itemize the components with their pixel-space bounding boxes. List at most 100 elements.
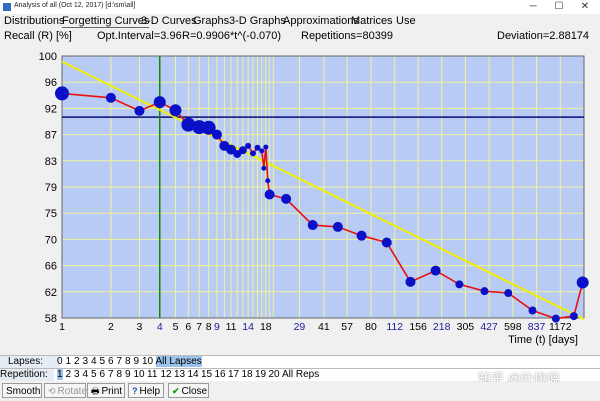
data-point	[480, 287, 489, 296]
repetition-bar: Repetition: 1 2 3 4 5 6 7 8 9 10 11 12 13 14 15 16 17 18 1…	[0, 368, 600, 381]
data-point	[430, 265, 441, 276]
help-icon: ?	[132, 386, 138, 396]
repetition-option[interactable]: 17	[228, 369, 240, 380]
x-tick-label: 6	[185, 321, 191, 333]
opt-interval-text: Opt.Interval=3.96	[97, 30, 182, 42]
repetition-option[interactable]: 10	[133, 369, 145, 380]
data-point	[504, 289, 513, 298]
x-axis-title: Time (t) [days]	[508, 334, 578, 346]
lapses-option[interactable]: 2	[74, 356, 80, 367]
lapses-option[interactable]: All Lapses	[155, 356, 202, 367]
menu-3d-curves[interactable]: 3-D Curves	[141, 15, 197, 27]
repetition-label: Repetition:	[0, 369, 54, 381]
print-button[interactable]: 🖶 Print	[87, 383, 125, 398]
repetition-option[interactable]: 8	[116, 369, 123, 380]
check-icon: ✔	[172, 386, 180, 396]
title-bar: Analysis of all (Oct 12, 2017) [d:\sm\al…	[0, 0, 600, 15]
repetition-option[interactable]: 2	[65, 369, 72, 380]
repetition-option[interactable]: 18	[241, 369, 253, 380]
x-tick-label: 305	[457, 321, 475, 333]
repetition-option[interactable]: 4	[82, 369, 89, 380]
lapses-option[interactable]: 5	[99, 356, 106, 367]
data-point	[551, 314, 560, 323]
data-point	[169, 104, 182, 117]
y-tick-label: 96	[45, 77, 57, 89]
close-button[interactable]: ✔ Close	[168, 383, 209, 398]
data-point	[455, 280, 464, 289]
repetition-option[interactable]: 19	[255, 369, 267, 380]
menu-distributions[interactable]: Distributions	[4, 15, 65, 27]
x-tick-label: 7	[196, 321, 202, 333]
maximize-button[interactable]: ☐	[554, 1, 564, 12]
x-tick-label: 2	[108, 321, 114, 333]
data-point	[181, 117, 196, 132]
lapses-option[interactable]: 4	[91, 356, 97, 367]
deviation-text: Deviation=2.88174	[497, 30, 590, 42]
menu-approximations[interactable]: Approximations	[283, 15, 359, 27]
y-tick-label: 62	[45, 287, 57, 299]
repetition-option[interactable]: 9	[125, 369, 131, 380]
x-tick-label: 57	[341, 321, 353, 333]
data-point	[201, 120, 216, 135]
x-tick-label: 18	[260, 321, 272, 333]
chart-svg[interactable]: 100 96 92 87 83 79 75 70 66 62 581 2 3 4 5 6 7 8 9 11 14 18 29…	[0, 45, 600, 355]
repetition-option[interactable]: 15	[201, 369, 213, 380]
plot-border	[61, 55, 585, 319]
data-point	[134, 105, 145, 116]
y-tick-label: 83	[45, 156, 57, 168]
lapses-option[interactable]: 6	[108, 356, 114, 367]
y-tick-label: 92	[45, 103, 57, 115]
forgetting-curve-chart[interactable]: 100 96 92 87 83 79 75 70 66 62 58 1 2 3 4 5 6 7 8 9 11 14 18 29…	[0, 45, 600, 355]
repetition-option[interactable]: 13	[174, 369, 186, 380]
y-tick-label: 75	[45, 208, 57, 220]
y-tick-label: 100	[39, 51, 57, 63]
menu-matrices[interactable]: Matrices	[351, 15, 393, 27]
data-point	[356, 230, 367, 241]
repetition-option[interactable]: 16	[214, 369, 226, 380]
menu-graphs[interactable]: Graphs	[193, 15, 230, 27]
rotate-icon: ⟲	[48, 386, 56, 396]
repetition-option[interactable]: 3	[74, 369, 80, 380]
x-tick-label: 41	[318, 321, 330, 333]
repetition-option[interactable]: 7	[108, 369, 114, 380]
lapses-option[interactable]: 1	[65, 356, 72, 367]
x-tick-label: 11	[226, 321, 237, 333]
y-tick-label: 79	[45, 182, 57, 194]
smooth-button[interactable]: Smooth	[2, 383, 42, 398]
lapses-option[interactable]: 10	[142, 356, 154, 367]
rotate-button[interactable]: ⟲ Rotate	[44, 383, 87, 398]
lapses-bar: Lapses: 0 1 2 3 4 5 6 7 8 9 10 All Lapses	[0, 355, 600, 368]
menu-bar: Distributions Forgetting Curves 3-D Curv…	[0, 14, 600, 29]
x-tick-label: 218	[433, 321, 451, 333]
lapses-option[interactable]: 8	[125, 356, 131, 367]
repetitions-text: Repetitions=80399	[301, 30, 394, 42]
x-tick-label: 29	[294, 321, 306, 333]
lapses-option[interactable]: 9	[133, 356, 140, 367]
lapses-option[interactable]: 0	[57, 356, 63, 367]
data-point	[265, 178, 271, 184]
repetition-option[interactable]: All Reps	[282, 369, 320, 380]
repetition-option[interactable]: 12	[160, 369, 172, 380]
data-point	[105, 92, 116, 103]
data-point	[263, 144, 269, 150]
lapses-option[interactable]: 3	[82, 356, 89, 367]
menu-3d-graphs[interactable]: 3-D Graphs	[229, 15, 286, 27]
repetition-option[interactable]: 20	[268, 369, 280, 380]
repetition-option[interactable]: 5	[91, 369, 97, 380]
repetition-option[interactable]: 11	[147, 369, 158, 380]
repetition-option[interactable]: 14	[187, 369, 199, 380]
x-tick-label: 9	[214, 321, 220, 333]
data-point	[153, 96, 166, 109]
app-icon	[3, 3, 11, 11]
minimize-button[interactable]: ─	[529, 1, 537, 12]
repetition-option[interactable]: 6	[99, 369, 106, 380]
lapses-option[interactable]: 7	[116, 356, 123, 367]
menu-forgetting-curves[interactable]: Forgetting Curves	[62, 15, 150, 28]
data-point	[528, 306, 537, 315]
close-window-button[interactable]: ✕	[580, 1, 590, 12]
menu-use[interactable]: Use	[396, 15, 416, 27]
data-point	[245, 142, 252, 149]
data-point	[405, 276, 416, 287]
help-button[interactable]: ? Help	[128, 383, 164, 398]
repetition-option[interactable]: 1	[57, 369, 63, 380]
